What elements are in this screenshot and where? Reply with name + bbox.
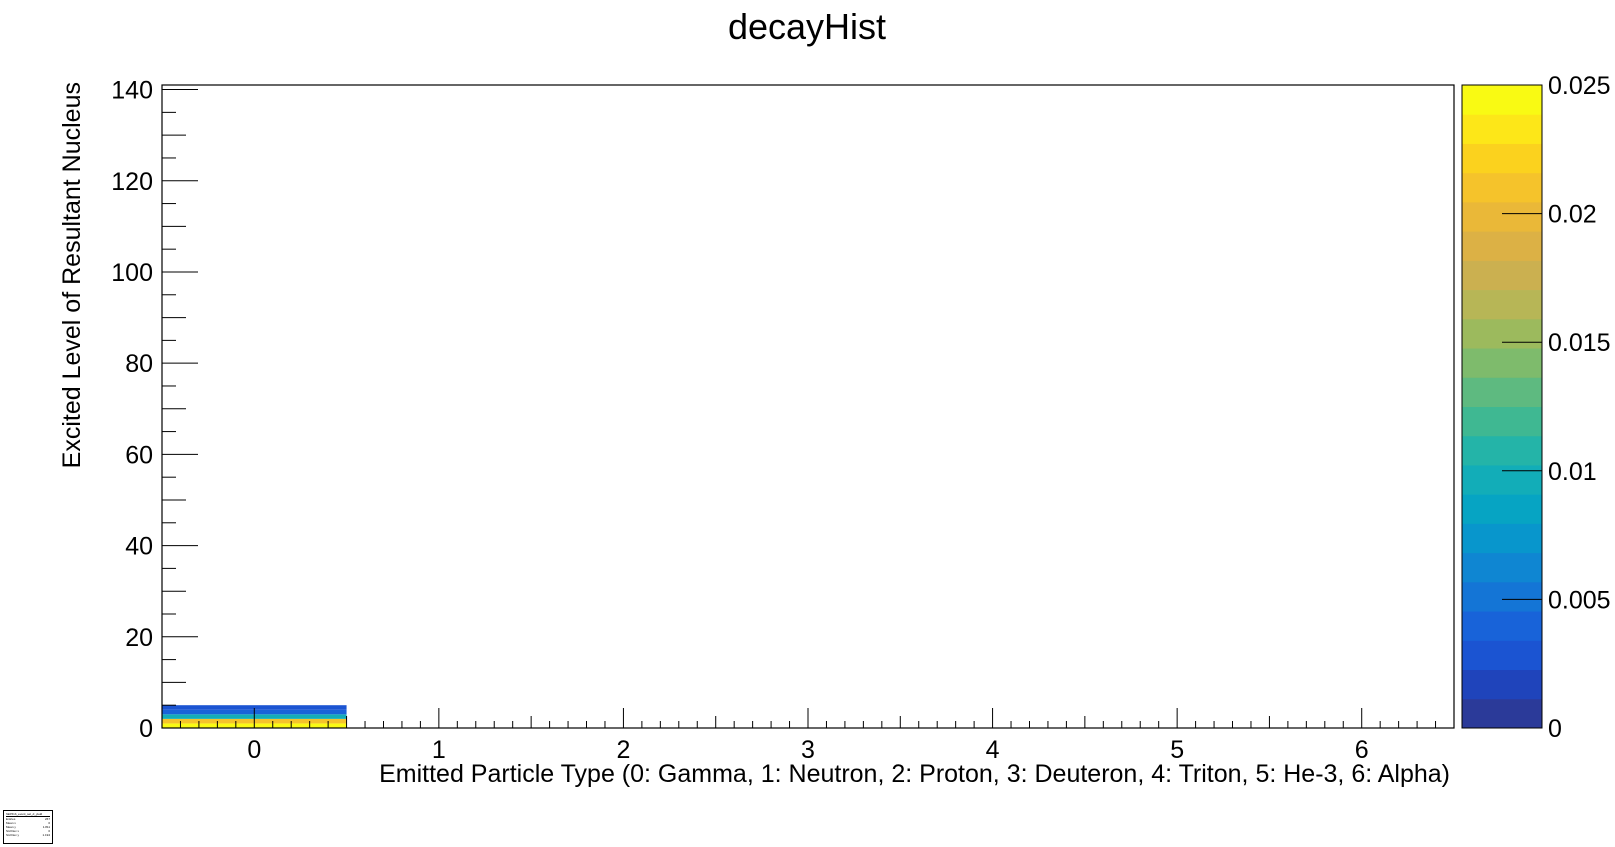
palette-band (1462, 611, 1542, 641)
x-tick-label: 5 (1170, 736, 1184, 764)
palette-band (1462, 669, 1542, 700)
stats-label: Entries (6, 817, 16, 821)
palette-band (1462, 435, 1542, 466)
y-tick-label: 40 (125, 533, 153, 561)
stats-label: Mean x (6, 821, 16, 825)
y-tick-label: 0 (139, 715, 153, 743)
palette-band (1462, 698, 1542, 729)
stats-label: Std Dev x (6, 829, 20, 833)
z-tick-label: 0.02 (1548, 201, 1597, 229)
palette-band (1462, 201, 1542, 232)
stats-box: hEF51b_event_sel_d_yield Entries 267 Mean… (3, 810, 53, 844)
y-tick-label: 80 (125, 350, 153, 378)
z-tick-label: 0.025 (1548, 72, 1611, 100)
palette-band (1462, 581, 1542, 612)
z-tick-label: 0.005 (1548, 586, 1611, 614)
y-tick-label: 60 (125, 441, 153, 469)
palette-band (1462, 114, 1542, 144)
stats-value: 0 (48, 829, 50, 833)
palette-band (1462, 348, 1542, 378)
color-axis-ticks: 0 0.005 0.01 0.015 0.02 0.025 (1502, 72, 1611, 743)
stats-value: 1.194 (42, 833, 50, 837)
heatmap-cell (162, 705, 347, 710)
stats-row: Entries 267 (6, 817, 50, 821)
stats-title: hEF51b_event_sel_d_yield (6, 812, 50, 817)
stats-value: 1.811 (42, 825, 50, 829)
palette-band (1462, 377, 1542, 407)
stats-row: Mean y 1.811 (6, 825, 50, 829)
y-tick-label: 100 (111, 259, 153, 287)
palette-band (1462, 406, 1542, 437)
y-tick-label: 140 (111, 77, 153, 105)
x-tick-label: 1 (432, 736, 446, 764)
palette-band (1462, 552, 1542, 583)
palette-band (1462, 260, 1542, 291)
palette-band (1462, 231, 1542, 261)
x-tick-label: 6 (1355, 736, 1369, 764)
stats-row: Mean x 0 (6, 821, 50, 825)
stats-value: 267 (44, 817, 50, 821)
stats-row: Std Dev x 0 (6, 829, 50, 833)
x-tick-label: 2 (616, 736, 630, 764)
palette-band (1462, 172, 1542, 203)
palette-band (1462, 640, 1542, 671)
z-tick-label: 0.01 (1548, 458, 1597, 486)
palette-band (1462, 318, 1542, 349)
y-tick-label: 120 (111, 168, 153, 196)
palette-band (1462, 143, 1542, 174)
y-tick-label: 20 (125, 624, 153, 652)
x-tick-label: 0 (247, 736, 261, 764)
stats-row: Std Dev y 1.194 (6, 833, 50, 837)
x-tick-label: 4 (986, 736, 1000, 764)
x-axis-label: Emitted Particle Type (0: Gamma, 1: Neut… (379, 760, 1450, 788)
x-axis-ticks: 0 1 2 3 4 5 6 (161, 708, 1455, 764)
palette-band (1462, 85, 1542, 115)
stats-value: 0 (48, 821, 50, 825)
chart-title: decayHist (728, 6, 886, 47)
z-tick-label: 0.015 (1548, 329, 1611, 357)
palette-band (1462, 464, 1542, 495)
y-axis-ticks: 0 20 40 60 80 100 120 140 (111, 77, 198, 743)
palette-band (1462, 523, 1542, 554)
palette-band (1462, 289, 1542, 320)
stats-label: Mean y (6, 825, 16, 829)
y-axis-label: Excited Level of Resultant Nucleus (58, 82, 86, 468)
x-tick-label: 3 (801, 736, 815, 764)
color-palette (1462, 85, 1542, 729)
plot-frame (161, 84, 1455, 729)
palette-band (1462, 494, 1542, 524)
z-tick-label: 0 (1548, 715, 1562, 743)
stats-label: Std Dev y (6, 833, 20, 837)
